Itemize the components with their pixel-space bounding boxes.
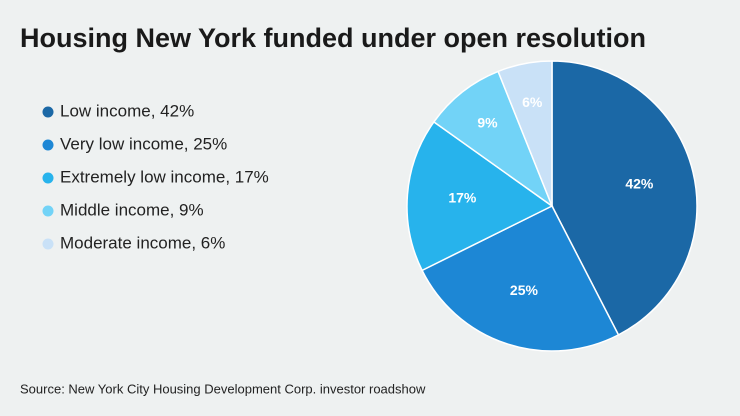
pie-slice	[497, 60, 553, 207]
legend-label: Middle income, 9%	[60, 200, 204, 219]
legend-swatch	[42, 172, 54, 184]
pie-slice	[432, 70, 554, 209]
legend-swatch	[42, 106, 54, 118]
legend-label: Moderate income, 6%	[60, 233, 225, 252]
pie-slice	[406, 120, 554, 272]
source: Source: New York City Housing Developmen…	[20, 381, 426, 396]
legend-label: Very low income, 25%	[60, 134, 227, 153]
slice-label: 9%	[477, 115, 498, 131]
legend-label: Extremely low income, 17%	[60, 167, 269, 186]
slice-label: 17%	[448, 190, 477, 206]
slice-label: 25%	[510, 282, 539, 298]
legend-swatch	[42, 139, 54, 151]
legend-swatch	[42, 238, 54, 250]
legend-swatch	[42, 205, 54, 217]
slice-label: 6%	[522, 94, 543, 110]
pie-slice	[421, 205, 620, 352]
chart-title: Housing New York funded under open resol…	[20, 23, 646, 53]
legend-label: Low income, 42%	[60, 101, 194, 120]
slice-label: 42%	[625, 176, 654, 192]
pie-slice	[551, 60, 698, 336]
